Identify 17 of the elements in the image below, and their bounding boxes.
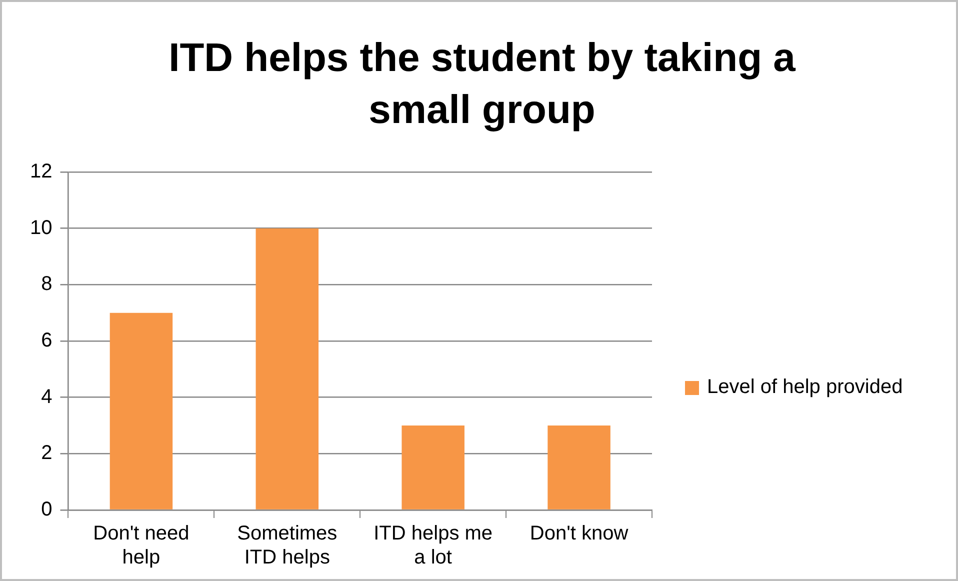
y-tick-label: 4 xyxy=(41,386,52,408)
y-tick-label: 10 xyxy=(30,216,52,239)
y-tick-label: 12 xyxy=(30,160,52,183)
y-tick-label: 8 xyxy=(41,273,52,296)
legend-label: Level of help provided xyxy=(707,376,903,399)
bar xyxy=(402,426,464,510)
chart-title: ITD helps the student by taking a small group xyxy=(168,35,797,134)
bar xyxy=(256,228,319,510)
x-tick-label: Don't need help xyxy=(93,522,190,569)
x-tick-label: ITD helps me a lot xyxy=(374,522,493,569)
y-tick-label: 6 xyxy=(41,330,52,352)
x-tick-label: Sometimes ITD helps xyxy=(237,522,338,569)
x-tick-label: Don't know xyxy=(530,522,629,545)
y-tick-label: 2 xyxy=(41,442,52,464)
bar xyxy=(548,426,610,510)
y-tick-label: 0 xyxy=(41,498,52,521)
bar xyxy=(110,312,173,510)
